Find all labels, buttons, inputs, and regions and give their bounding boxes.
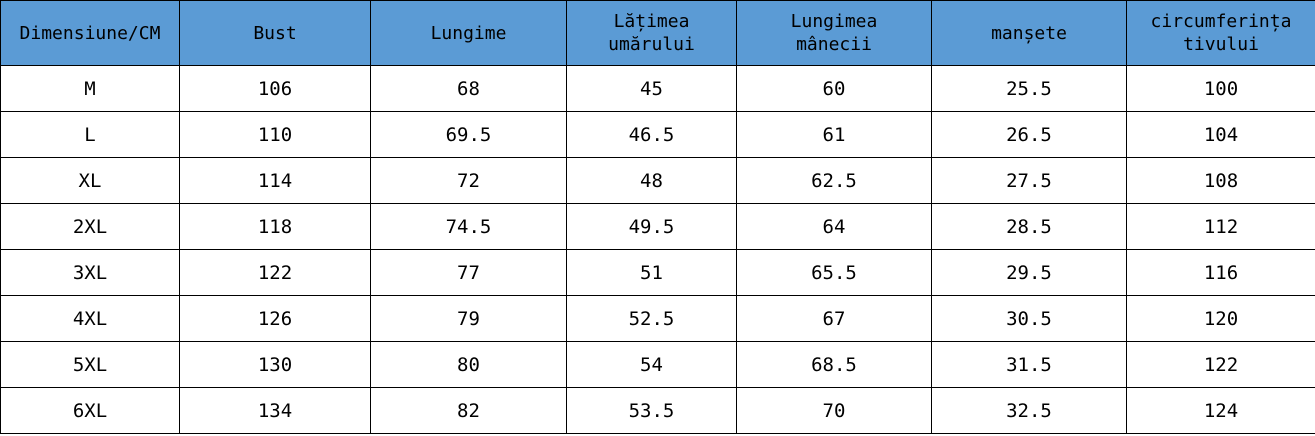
cell-length: 72 — [370, 157, 567, 204]
cell-hem-circumference: 104 — [1126, 111, 1315, 158]
cell-hem-circumference: 116 — [1126, 249, 1315, 296]
cell-cuff: 29.5 — [931, 249, 1127, 296]
cell-bust: 114 — [179, 157, 371, 204]
table-row: 2XL 118 74.5 49.5 64 28.5 112 — [0, 203, 1315, 250]
table-header: Dimensiune/CM Bust Lungime Lățimea umăru… — [0, 0, 1315, 66]
cell-shoulder-width: 51 — [566, 249, 737, 296]
cell-size: 3XL — [0, 249, 180, 296]
cell-sleeve-length: 67 — [736, 295, 932, 342]
cell-length: 82 — [370, 387, 567, 434]
cell-hem-circumference: 124 — [1126, 387, 1315, 434]
table-row: M 106 68 45 60 25.5 100 — [0, 65, 1315, 112]
header-hem-circumference: circumferința tivului — [1126, 0, 1315, 66]
cell-size: 6XL — [0, 387, 180, 434]
cell-sleeve-length: 62.5 — [736, 157, 932, 204]
cell-bust: 126 — [179, 295, 371, 342]
cell-shoulder-width: 45 — [566, 65, 737, 112]
table-row: XL 114 72 48 62.5 27.5 108 — [0, 157, 1315, 204]
cell-bust: 122 — [179, 249, 371, 296]
cell-shoulder-width: 49.5 — [566, 203, 737, 250]
cell-shoulder-width: 54 — [566, 341, 737, 388]
cell-size: XL — [0, 157, 180, 204]
cell-sleeve-length: 61 — [736, 111, 932, 158]
header-sleeve-length: Lungimea mânecii — [736, 0, 932, 66]
cell-hem-circumference: 108 — [1126, 157, 1315, 204]
cell-size: M — [0, 65, 180, 112]
table-body: M 106 68 45 60 25.5 100 L 110 69.5 46.5 … — [0, 65, 1315, 434]
cell-length: 77 — [370, 249, 567, 296]
cell-sleeve-length: 68.5 — [736, 341, 932, 388]
cell-sleeve-length: 65.5 — [736, 249, 932, 296]
table-row: 5XL 130 80 54 68.5 31.5 122 — [0, 341, 1315, 388]
cell-hem-circumference: 112 — [1126, 203, 1315, 250]
cell-size: L — [0, 111, 180, 158]
cell-length: 79 — [370, 295, 567, 342]
cell-hem-circumference: 100 — [1126, 65, 1315, 112]
cell-bust: 130 — [179, 341, 371, 388]
cell-bust: 110 — [179, 111, 371, 158]
cell-size: 2XL — [0, 203, 180, 250]
header-shoulder-width: Lățimea umărului — [566, 0, 737, 66]
cell-cuff: 26.5 — [931, 111, 1127, 158]
header-size: Dimensiune/CM — [0, 0, 180, 66]
cell-cuff: 27.5 — [931, 157, 1127, 204]
cell-shoulder-width: 46.5 — [566, 111, 737, 158]
cell-cuff: 28.5 — [931, 203, 1127, 250]
table-row: 3XL 122 77 51 65.5 29.5 116 — [0, 249, 1315, 296]
cell-length: 74.5 — [370, 203, 567, 250]
cell-length: 68 — [370, 65, 567, 112]
cell-size: 5XL — [0, 341, 180, 388]
cell-length: 80 — [370, 341, 567, 388]
header-length: Lungime — [370, 0, 567, 66]
cell-cuff: 30.5 — [931, 295, 1127, 342]
header-cuff: manșete — [931, 0, 1127, 66]
cell-bust: 106 — [179, 65, 371, 112]
cell-hem-circumference: 120 — [1126, 295, 1315, 342]
cell-bust: 118 — [179, 203, 371, 250]
header-row: Dimensiune/CM Bust Lungime Lățimea umăru… — [0, 0, 1315, 66]
cell-bust: 134 — [179, 387, 371, 434]
cell-length: 69.5 — [370, 111, 567, 158]
cell-cuff: 25.5 — [931, 65, 1127, 112]
cell-shoulder-width: 53.5 — [566, 387, 737, 434]
cell-sleeve-length: 64 — [736, 203, 932, 250]
header-bust: Bust — [179, 0, 371, 66]
cell-sleeve-length: 70 — [736, 387, 932, 434]
cell-cuff: 31.5 — [931, 341, 1127, 388]
table-row: 4XL 126 79 52.5 67 30.5 120 — [0, 295, 1315, 342]
cell-cuff: 32.5 — [931, 387, 1127, 434]
cell-sleeve-length: 60 — [736, 65, 932, 112]
cell-shoulder-width: 52.5 — [566, 295, 737, 342]
table-row: L 110 69.5 46.5 61 26.5 104 — [0, 111, 1315, 158]
table-row: 6XL 134 82 53.5 70 32.5 124 — [0, 387, 1315, 434]
cell-size: 4XL — [0, 295, 180, 342]
cell-hem-circumference: 122 — [1126, 341, 1315, 388]
cell-shoulder-width: 48 — [566, 157, 737, 204]
